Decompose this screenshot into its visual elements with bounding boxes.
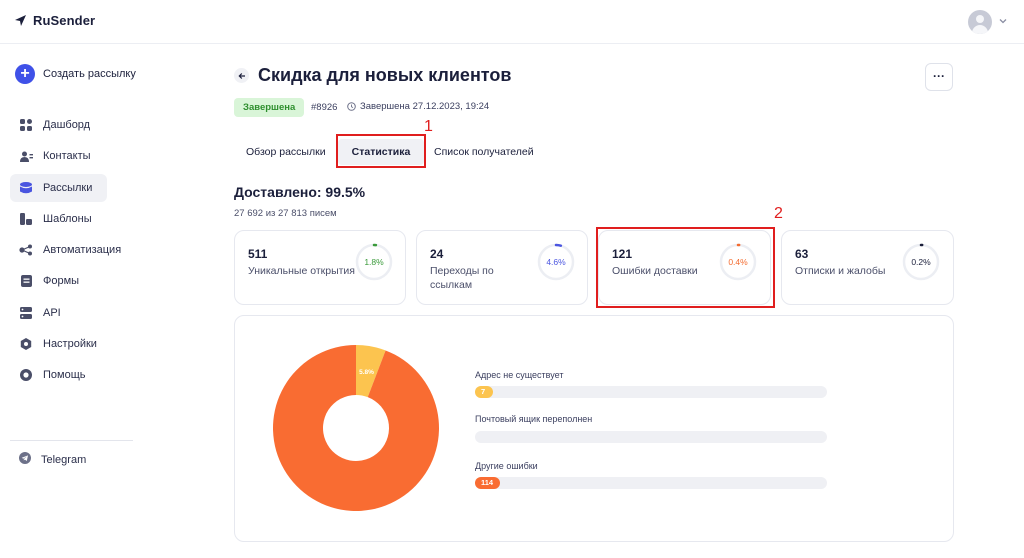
- progress-ring: 1.8%: [355, 243, 393, 281]
- delivered-title: Доставлено: 99.5%: [234, 184, 366, 200]
- stat-value: 511: [248, 247, 268, 261]
- svg-text:0.4%: 0.4%: [728, 257, 748, 267]
- sidebar-divider: [10, 440, 133, 441]
- sidebar-item-label: Формы: [43, 275, 80, 288]
- sidebar-item-label: Помощь: [43, 369, 86, 382]
- gear-icon: [19, 337, 33, 351]
- tab-overview[interactable]: Обзор рассылки: [246, 146, 326, 158]
- tab-recipients[interactable]: Список получателей: [434, 146, 534, 158]
- sidebar-item-label: API: [43, 306, 61, 319]
- annotation-number-1: 1: [424, 118, 433, 135]
- tab-statistics[interactable]: Статистика: [338, 139, 424, 165]
- svg-text:4.6%: 4.6%: [546, 257, 566, 267]
- contacts-icon: [19, 149, 33, 163]
- clock-icon: [347, 102, 356, 111]
- stat-value: 63: [795, 247, 809, 261]
- back-button[interactable]: [234, 68, 249, 83]
- error-label-mailbox-full: Почтовый ящик переполнен: [475, 414, 593, 424]
- annotation-number-2: 2: [774, 205, 783, 222]
- stat-card-opens[interactable]: 511 Уникальные открытия 1.8%: [234, 230, 406, 305]
- sidebar-item-api[interactable]: API: [10, 299, 140, 327]
- donut-slice: [272, 345, 439, 511]
- help-icon: [19, 368, 33, 382]
- progress-ring: 0.2%: [902, 243, 940, 281]
- stat-card-clicks[interactable]: 24 Переходы по ссылкам 4.6%: [416, 230, 588, 305]
- sidebar-item-label: Контакты: [43, 150, 91, 163]
- forms-icon: [19, 274, 33, 288]
- sidebar-item-label: Рассылки: [43, 181, 93, 194]
- sidebar: + Создать рассылку Дашборд Контакты Расс…: [0, 45, 150, 558]
- donut-slice-label: 5.8%: [359, 369, 374, 376]
- stat-label: Ошибки доставки: [612, 265, 698, 277]
- logo-text: RuSender: [33, 13, 96, 28]
- logo[interactable]: RuSender: [14, 13, 95, 28]
- page-title: Скидка для новых клиентов: [258, 65, 512, 85]
- finished-info: Завершена 27.12.2023, 19:24: [347, 101, 489, 112]
- error-bar-address: 7: [475, 386, 827, 398]
- automation-icon: [19, 243, 33, 257]
- svg-text:0.2%: 0.2%: [911, 257, 931, 267]
- arrow-left-icon: [237, 72, 245, 79]
- annotation-box-1: [336, 134, 426, 168]
- sidebar-item-label: Настройки: [43, 338, 97, 351]
- mailings-icon: [19, 181, 33, 195]
- api-icon: [19, 306, 33, 320]
- donut-slice: [356, 345, 386, 398]
- stat-label: Переходы по ссылкам: [430, 265, 494, 291]
- stat-label: Уникальные открытия: [248, 265, 355, 277]
- error-bar-other: 114: [475, 477, 827, 489]
- chevron-down-icon[interactable]: [998, 16, 1008, 26]
- sidebar-item-forms[interactable]: Формы: [10, 267, 140, 295]
- sidebar-item-help[interactable]: Помощь: [10, 361, 140, 389]
- plus-icon: +: [15, 64, 35, 84]
- error-label-other: Другие ошибки: [475, 461, 538, 471]
- avatar[interactable]: [968, 10, 992, 34]
- paper-plane-icon: [15, 15, 26, 26]
- sidebar-item-settings[interactable]: Настройки: [10, 330, 140, 358]
- error-bar-fill: 114: [475, 477, 500, 489]
- error-bar-mailbox-full: [475, 431, 827, 443]
- create-mailing-button[interactable]: + Создать рассылку: [15, 64, 136, 84]
- telegram-link[interactable]: Telegram: [19, 451, 86, 469]
- svg-text:1.8%: 1.8%: [364, 257, 384, 267]
- error-bar-fill: 7: [475, 386, 493, 398]
- sidebar-item-automation[interactable]: Автоматизация: [10, 236, 140, 264]
- dashboard-icon: [19, 118, 33, 132]
- status-badge: Завершена: [234, 98, 305, 117]
- more-options-button[interactable]: ···: [925, 63, 953, 91]
- top-bar: RuSender: [0, 0, 1024, 44]
- stat-card-unsubscribes[interactable]: 63 Отписки и жалобы 0.2%: [781, 230, 954, 305]
- annotation-box-2: [596, 227, 775, 308]
- sidebar-item-templates[interactable]: Шаблоны: [10, 205, 140, 233]
- stat-card-delivery-errors[interactable]: 121 Ошибки доставки 0.4%: [598, 230, 771, 305]
- templates-icon: [19, 212, 33, 226]
- delivery-errors-chart-card: 5.8%94.2% Адрес не существует 7 Почтовый…: [234, 315, 954, 542]
- stat-label: Отписки и жалобы: [795, 265, 886, 277]
- telegram-label: Telegram: [41, 454, 87, 466]
- stat-value: 121: [612, 247, 633, 261]
- sidebar-item-label: Шаблоны: [43, 212, 92, 225]
- telegram-icon: [19, 451, 31, 469]
- campaign-id: #8926: [311, 102, 338, 113]
- delivered-subtitle: 27 692 из 27 813 писем: [234, 208, 337, 219]
- sidebar-item-label: Дашборд: [43, 119, 91, 131]
- error-label-address: Адрес не существует: [475, 370, 564, 380]
- progress-ring: 0.4%: [719, 243, 757, 281]
- progress-ring: 4.6%: [537, 243, 575, 281]
- create-mailing-label: Создать рассылку: [43, 68, 136, 80]
- finished-text: Завершена 27.12.2023, 19:24: [360, 101, 490, 112]
- errors-donut-chart: 5.8%94.2%: [272, 345, 439, 511]
- sidebar-item-contacts[interactable]: Контакты: [10, 142, 140, 170]
- sidebar-item-dashboard[interactable]: Дашборд: [10, 111, 140, 139]
- sidebar-nav: Дашборд Контакты Рассылки Шаблоны Автома…: [10, 111, 140, 393]
- sidebar-item-label: Автоматизация: [43, 244, 122, 257]
- sidebar-item-mailings[interactable]: Рассылки: [10, 173, 107, 202]
- stat-value: 24: [430, 247, 444, 261]
